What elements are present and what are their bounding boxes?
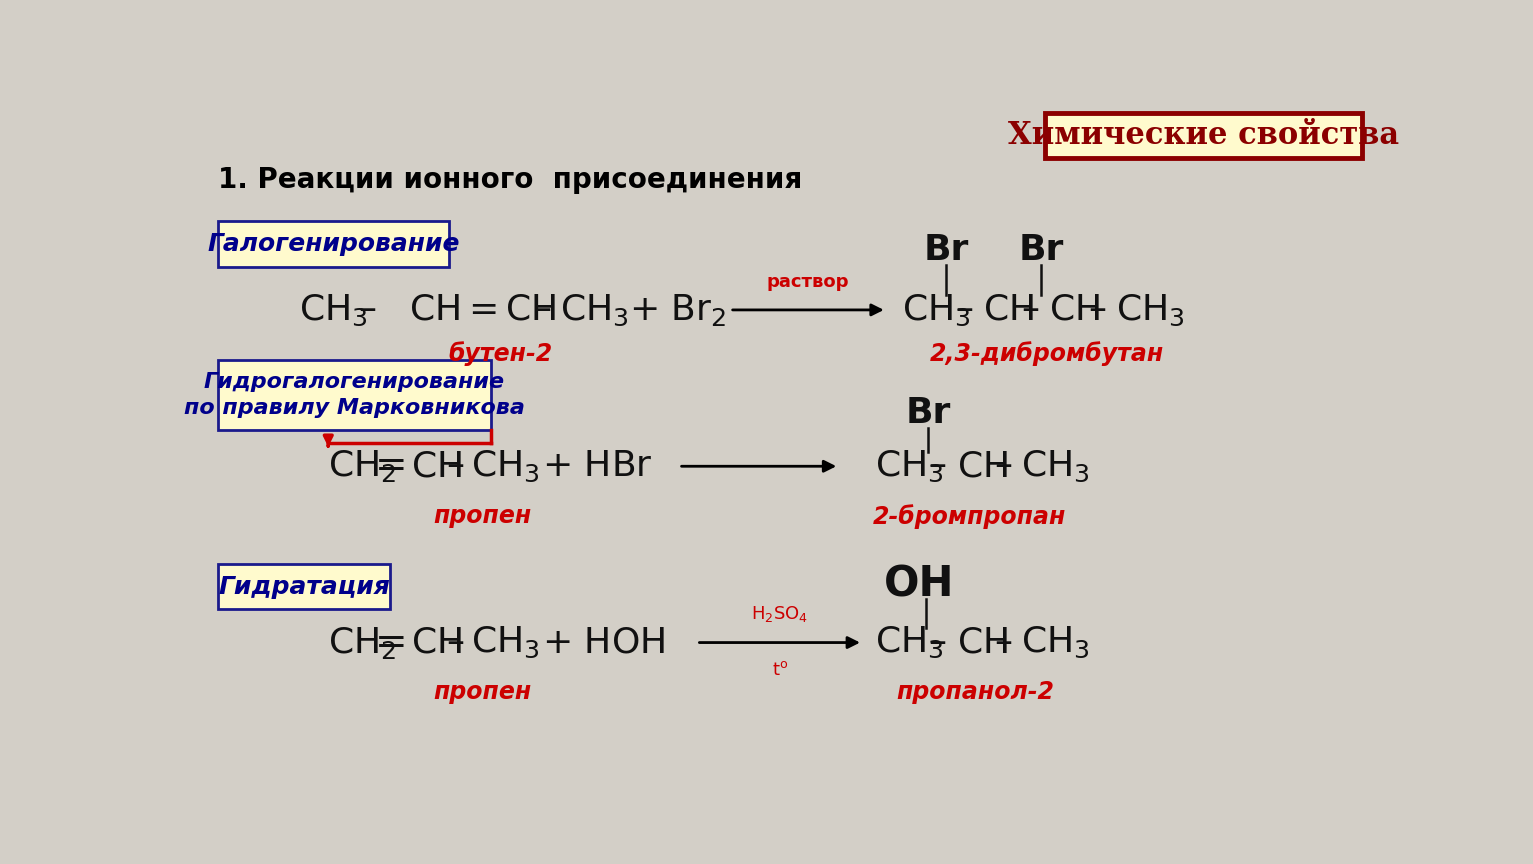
Text: $\mathsf{CH{=}CH}$: $\mathsf{CH{=}CH}$: [409, 293, 556, 327]
Text: $\mathsf{CH_3}$: $\mathsf{CH_3}$: [1116, 292, 1185, 327]
Text: –: –: [446, 449, 464, 483]
Text: $\mathsf{CH}$: $\mathsf{CH}$: [411, 449, 463, 483]
Text: $\mathsf{t^o}$: $\mathsf{t^o}$: [771, 661, 788, 679]
Text: OH: OH: [883, 563, 954, 605]
FancyBboxPatch shape: [218, 564, 389, 609]
Text: $\mathsf{CH}$: $\mathsf{CH}$: [957, 626, 1007, 659]
Text: $\mathsf{CH}$: $\mathsf{CH}$: [1050, 293, 1101, 327]
Text: Гидрогалогенирование
по правилу Марковникова: Гидрогалогенирование по правилу Марковни…: [184, 372, 524, 418]
Text: =: =: [376, 624, 408, 662]
Text: $\mathsf{CH_3}$: $\mathsf{CH_3}$: [875, 625, 943, 660]
Text: –: –: [929, 626, 947, 659]
Text: Br: Br: [1018, 233, 1064, 267]
Text: $\mathsf{+\ HOH}$: $\mathsf{+\ HOH}$: [543, 626, 665, 659]
Text: раствор: раствор: [766, 273, 849, 291]
Text: –: –: [446, 626, 464, 659]
Text: бутен-2: бутен-2: [448, 340, 553, 365]
Text: Гидратация: Гидратация: [218, 575, 389, 599]
Text: $\mathsf{CH_3}$: $\mathsf{CH_3}$: [1021, 625, 1090, 660]
Text: –: –: [359, 293, 377, 327]
Text: $\mathsf{+\ HBr}$: $\mathsf{+\ HBr}$: [543, 449, 653, 483]
Text: $\mathsf{+\ Br_2}$: $\mathsf{+\ Br_2}$: [629, 292, 727, 328]
Text: Химические свойства: Химические свойства: [1007, 120, 1398, 151]
Text: –: –: [993, 449, 1012, 483]
Text: пропен: пропен: [434, 505, 532, 528]
Text: $\mathsf{CH_3}$: $\mathsf{CH_3}$: [471, 625, 540, 660]
Text: $\mathsf{CH}$: $\mathsf{CH}$: [957, 449, 1007, 483]
Text: пропен: пропен: [434, 681, 532, 704]
Text: $\mathsf{H_2SO_4}$: $\mathsf{H_2SO_4}$: [751, 604, 808, 624]
Text: $\mathsf{CH}$: $\mathsf{CH}$: [411, 626, 463, 659]
Text: пропанол-2: пропанол-2: [897, 681, 1055, 704]
Text: $\mathsf{CH_3}$: $\mathsf{CH_3}$: [1021, 448, 1090, 484]
Text: Br: Br: [906, 396, 950, 430]
Text: 1. Реакции ионного  присоединения: 1. Реакции ионного присоединения: [218, 166, 802, 194]
Text: 2-бромпропан: 2-бромпропан: [874, 504, 1067, 529]
Text: –: –: [929, 449, 947, 483]
Text: Br: Br: [923, 233, 969, 267]
Text: Галогенирование: Галогенирование: [207, 232, 460, 256]
Text: –: –: [1021, 293, 1039, 327]
Text: –: –: [1088, 293, 1105, 327]
Text: $\mathsf{CH_2}$: $\mathsf{CH_2}$: [328, 448, 397, 484]
Text: –: –: [955, 293, 973, 327]
Text: –: –: [533, 293, 550, 327]
Text: $\mathsf{CH_3}$: $\mathsf{CH_3}$: [901, 292, 970, 327]
Text: $\mathsf{CH}$: $\mathsf{CH}$: [983, 293, 1033, 327]
Text: $\mathsf{CH_3}$: $\mathsf{CH_3}$: [471, 448, 540, 484]
FancyBboxPatch shape: [1044, 113, 1361, 158]
FancyBboxPatch shape: [218, 221, 449, 267]
Text: =: =: [376, 448, 408, 486]
Text: 2,3-дибромбутан: 2,3-дибромбутан: [931, 340, 1164, 365]
Text: $\mathsf{CH_3}$: $\mathsf{CH_3}$: [875, 448, 943, 484]
Text: $\mathsf{CH_2}$: $\mathsf{CH_2}$: [328, 625, 397, 661]
Text: $\mathsf{CH_3}$: $\mathsf{CH_3}$: [299, 292, 368, 327]
Text: –: –: [993, 626, 1012, 659]
Text: $\mathsf{CH_3}$: $\mathsf{CH_3}$: [560, 292, 629, 327]
FancyBboxPatch shape: [218, 359, 491, 429]
